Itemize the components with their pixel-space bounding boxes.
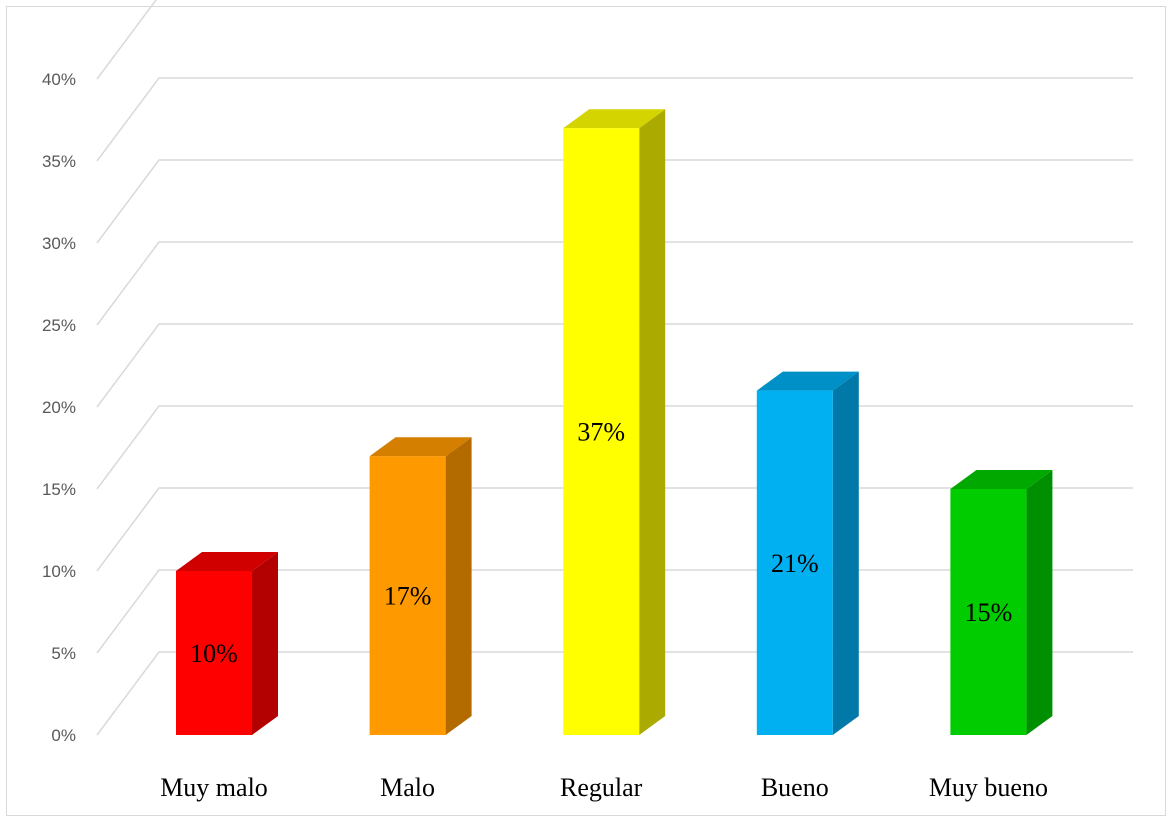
y-tick-label: 25% (42, 316, 76, 335)
bars (176, 109, 1053, 735)
bar-top (369, 437, 472, 457)
y-tick-label: 10% (42, 562, 76, 581)
bar-side (1026, 470, 1053, 735)
bar-top (950, 470, 1053, 489)
gridline (96, 77, 1133, 162)
data-label: 15% (965, 598, 1013, 627)
bar-3 (563, 109, 666, 735)
x-tick-label: Regular (560, 773, 643, 802)
bar-1 (176, 552, 278, 735)
x-axis-ticks: Muy malo Malo Regular Bueno Muy bueno (160, 773, 1048, 802)
x-tick-label: Malo (380, 773, 435, 802)
data-label: 17% (384, 582, 432, 611)
bar-front (756, 390, 833, 735)
bar-front (369, 456, 446, 735)
gridline (96, 323, 1133, 408)
y-tick-label: 0% (51, 726, 76, 745)
data-label: 10% (190, 639, 238, 668)
bar-top (563, 109, 666, 129)
bar-2 (369, 437, 472, 735)
y-axis-ticks: 0% 5% 10% 15% 20% 25% 30% 35% 40% (42, 70, 76, 745)
data-label: 37% (577, 418, 625, 447)
y-tick-label: 20% (42, 398, 76, 417)
bar-side (252, 552, 278, 735)
bar-side (445, 437, 472, 735)
gridline (96, 241, 1133, 326)
y-tick-label: 15% (42, 480, 76, 499)
bar-side (832, 371, 859, 735)
bar-top (176, 552, 278, 571)
gridline (96, 159, 1133, 244)
bar-front (563, 128, 640, 735)
bar-5 (950, 470, 1053, 735)
data-label: 21% (771, 549, 819, 578)
x-tick-label: Muy malo (160, 773, 268, 802)
bar-side (639, 109, 666, 735)
data-labels: 10% 17% 37% 21% 15% (190, 418, 1012, 668)
y-tick-label: 40% (42, 70, 76, 89)
y-tick-label: 5% (51, 644, 76, 663)
y-tick-label: 30% (42, 234, 76, 253)
x-tick-label: Bueno (761, 773, 829, 802)
gridline (96, 0, 157, 80)
bar-front (950, 489, 1027, 735)
bar-top (756, 371, 859, 391)
bar-front (176, 571, 252, 735)
y-tick-label: 35% (42, 152, 76, 171)
bar-4 (756, 371, 859, 735)
x-tick-label: Muy bueno (929, 773, 1048, 802)
